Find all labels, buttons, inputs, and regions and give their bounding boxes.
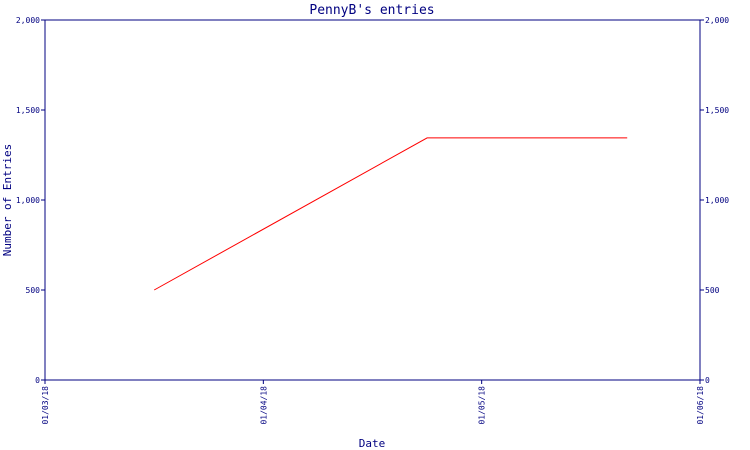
x-tick-label: 01/04/18 — [259, 386, 268, 425]
x-axis: 01/03/18 01/04/18 01/05/18 01/06/18 — [41, 380, 705, 425]
x-tick-label: 01/03/18 — [41, 386, 50, 425]
y-tick-label-left: 500 — [26, 286, 41, 295]
y-tick-label-right: 1,500 — [705, 106, 729, 115]
y-axis-right: 0 500 1,000 1,500 2,000 — [700, 16, 729, 385]
y-tick-label-right: 1,000 — [705, 196, 729, 205]
y-tick-label-left: 0 — [35, 376, 40, 385]
x-axis-label: Date — [359, 437, 386, 450]
series-layer — [153, 137, 628, 291]
chart-title: PennyB's entries — [309, 3, 434, 18]
y-tick-label-right: 500 — [705, 286, 720, 295]
y-tick-label-right: 0 — [705, 376, 710, 385]
y-axis-left: 0 500 1,000 1,500 2,000 — [16, 16, 45, 385]
series-line — [153, 137, 628, 291]
y-tick-label-right: 2,000 — [705, 16, 729, 25]
x-tick-label: 01/05/18 — [478, 386, 487, 425]
y-tick-label-left: 1,000 — [16, 196, 40, 205]
x-tick-label: 01/06/18 — [696, 386, 705, 425]
y-tick-label-left: 1,500 — [16, 106, 40, 115]
y-axis-label: Number of Entries — [1, 144, 14, 257]
y-tick-label-left: 2,000 — [16, 16, 40, 25]
plot-area-frame — [44, 19, 701, 381]
